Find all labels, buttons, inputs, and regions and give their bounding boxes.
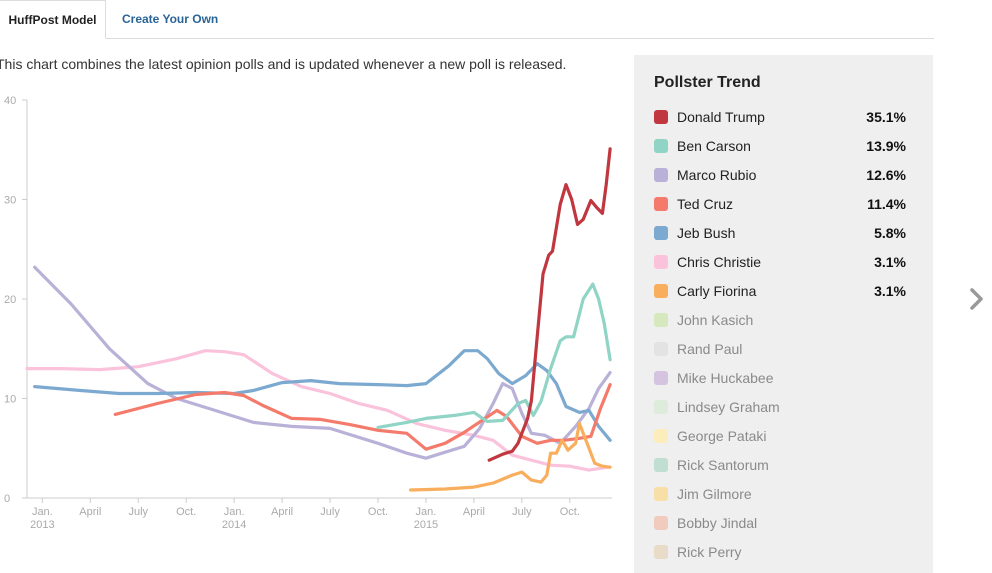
tab-create-your-own[interactable]: Create Your Own — [122, 12, 219, 26]
legend-name: Carly Fiorina — [677, 283, 757, 299]
x-tick-label: Oct. — [560, 506, 580, 518]
legend-item[interactable]: Rand Paul — [654, 339, 906, 368]
legend-swatch — [654, 226, 668, 240]
legend-value: 12.6% — [866, 167, 906, 183]
x-tick-year-label: 2013 — [30, 519, 54, 531]
x-tick-label: Jan. — [416, 506, 437, 518]
y-tick-label: 20 — [4, 294, 16, 306]
series-line-chris-christie — [25, 349, 610, 472]
legend-item[interactable]: Rick Santorum — [654, 455, 906, 484]
chevron-right-icon[interactable] — [962, 284, 992, 314]
legend-name: Marco Rubio — [677, 167, 757, 183]
y-tick-label: 10 — [4, 394, 16, 406]
legend-name: Ted Cruz — [677, 196, 734, 212]
tab-huffpost-model[interactable]: HuffPost Model — [0, 0, 106, 39]
legend-swatch — [654, 168, 668, 182]
legend-swatch — [654, 284, 668, 298]
legend-item[interactable]: Carly Fiorina 3.1% — [654, 281, 906, 310]
legend-swatch — [654, 487, 668, 501]
x-tick-label: July — [128, 506, 148, 518]
legend-name: Jim Gilmore — [677, 486, 752, 502]
legend-name: Ben Carson — [677, 138, 751, 154]
legend-swatch — [654, 458, 668, 472]
legend-name: Jeb Bush — [677, 225, 736, 241]
legend-swatch — [654, 371, 668, 385]
legend-swatch — [654, 400, 668, 414]
legend-swatch — [654, 110, 668, 124]
series-line-mike-huckabee — [33, 265, 612, 460]
legend-item[interactable]: Bobby Jindal — [654, 513, 906, 542]
legend-item[interactable]: Mike Huckabee — [654, 368, 906, 397]
legend-name: Lindsey Graham — [677, 399, 780, 415]
legend-item[interactable]: Jeb Bush 5.8% — [654, 223, 906, 252]
legend-name: Rick Perry — [677, 544, 742, 560]
legend-item[interactable]: Marco Rubio 12.6% — [654, 165, 906, 194]
legend-value: 13.9% — [866, 138, 906, 154]
legend-swatch — [654, 197, 668, 211]
legend-list: Donald Trump 35.1% Ben Carson 13.9% Marco Ru… — [654, 107, 906, 571]
series-line-ben-carson — [376, 282, 612, 429]
legend-name: John Kasich — [677, 312, 754, 328]
x-tick-year-label: 2014 — [222, 519, 246, 531]
legend-item[interactable]: George Pataki — [654, 426, 906, 455]
x-tick-label: July — [512, 506, 532, 518]
x-tick-label: Jan. — [32, 506, 53, 518]
legend-swatch — [654, 545, 668, 559]
legend-item[interactable]: Donald Trump 35.1% — [654, 107, 906, 136]
legend-title: Pollster Trend — [654, 74, 761, 91]
y-tick-label: 30 — [4, 195, 16, 207]
legend-item[interactable]: Jim Gilmore — [654, 484, 906, 513]
legend-item[interactable]: Rick Perry — [654, 542, 906, 571]
y-tick-label: 40 — [4, 95, 16, 107]
y-tick-label: 0 — [4, 493, 10, 505]
legend-name: Donald Trump — [677, 109, 765, 125]
legend-item[interactable]: John Kasich — [654, 310, 906, 339]
legend-name: George Pataki — [677, 428, 767, 444]
pollster-trend-panel: Pollster Trend Donald Trump 35.1% Ben Cars… — [634, 55, 933, 573]
legend-name: Rick Santorum — [677, 457, 769, 473]
x-tick-label: April — [79, 506, 101, 518]
legend-swatch — [654, 429, 668, 443]
x-tick-label: July — [320, 506, 340, 518]
x-tick-label: Jan. — [224, 506, 245, 518]
legend-name: Bobby Jindal — [677, 515, 758, 531]
legend-item[interactable]: Lindsey Graham — [654, 397, 906, 426]
legend-name: Chris Christie — [677, 254, 762, 270]
x-tick-label: April — [271, 506, 293, 518]
legend-swatch — [654, 342, 668, 356]
series-line-carly-fiorina — [409, 421, 612, 492]
tab-bar: HuffPost Model Create Your Own — [0, 0, 934, 39]
legend-value: 5.8% — [874, 225, 906, 241]
legend-item[interactable]: Ben Carson 13.9% — [654, 136, 906, 165]
x-tick-year-label: 2015 — [414, 519, 438, 531]
legend-item[interactable]: Ted Cruz 11.4% — [654, 194, 906, 223]
legend-value: 35.1% — [866, 109, 906, 125]
legend-value: 3.1% — [874, 254, 906, 270]
x-tick-label: April — [463, 506, 485, 518]
series-line-donald-trump — [487, 147, 612, 462]
series-lines — [25, 147, 612, 492]
legend-swatch — [654, 139, 668, 153]
legend-name: Mike Huckabee — [677, 370, 774, 386]
chart-description: This chart combines the latest opinion p… — [0, 56, 567, 72]
series-line-ted-cruz — [113, 383, 612, 451]
legend-swatch — [654, 255, 668, 269]
legend-value: 11.4% — [867, 196, 906, 212]
x-tick-label: Oct. — [368, 506, 388, 518]
legend-name: Rand Paul — [677, 341, 743, 357]
legend-item[interactable]: Chris Christie 3.1% — [654, 252, 906, 281]
legend-value: 3.1% — [874, 283, 906, 299]
legend-swatch — [654, 313, 668, 327]
legend-swatch — [654, 516, 668, 530]
x-tick-label: Oct. — [176, 506, 196, 518]
